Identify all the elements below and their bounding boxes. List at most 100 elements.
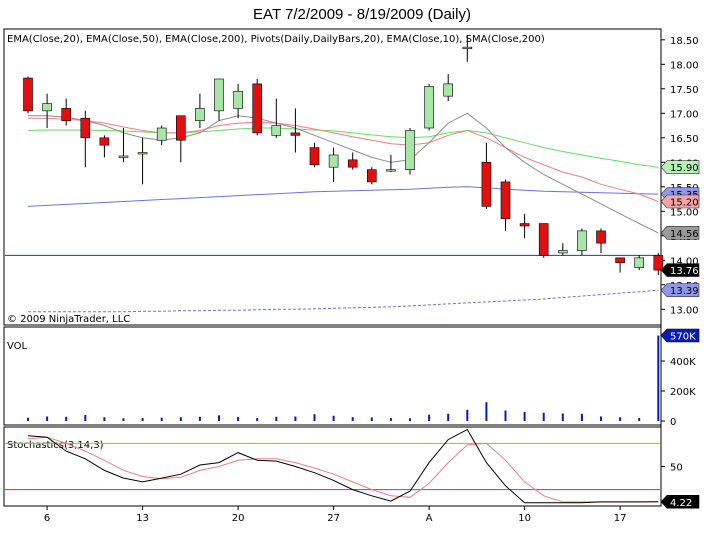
volume-bar	[179, 417, 182, 421]
price-tag-shape	[660, 263, 700, 277]
ema50-line	[27, 127, 659, 168]
copyright-label: © 2009 NinjaTrader, LLC	[7, 314, 130, 325]
volume-tick-label: 0	[670, 417, 676, 428]
volume-bar	[580, 413, 583, 421]
price-tag-last: 13.76	[660, 263, 700, 277]
candle-body	[99, 137, 110, 146]
candle-body	[424, 86, 434, 129]
volume-bar	[198, 416, 201, 421]
candle	[99, 135, 110, 158]
volume-bar	[561, 413, 564, 421]
volume-bar	[256, 418, 259, 421]
price-tick-label: 15.00	[670, 207, 699, 218]
candle	[214, 78, 224, 121]
price-tick-label: 18.50	[670, 36, 699, 47]
candle-body	[61, 108, 72, 121]
candle	[443, 74, 454, 102]
candle	[118, 128, 129, 163]
candle-body	[80, 117, 91, 139]
candle-body	[118, 155, 129, 158]
volume-label: VOL	[7, 341, 28, 352]
candle	[195, 93, 205, 128]
volume-last-tag: 570K	[660, 328, 700, 343]
ema20-line	[28, 117, 659, 202]
candle	[366, 167, 377, 185]
stoch-tick-label: 50	[670, 463, 683, 474]
volume-bar	[332, 415, 335, 421]
candle	[176, 115, 186, 163]
candle	[500, 179, 511, 231]
candle	[462, 34, 473, 62]
x-tick-label: 10	[518, 513, 531, 524]
x-tick-label: 27	[327, 513, 340, 524]
candle-body	[557, 250, 568, 254]
ema10-line	[28, 112, 659, 234]
volume-bar	[389, 418, 392, 421]
volume-bar	[600, 416, 602, 421]
price-tick-label: 17.00	[670, 109, 699, 120]
price-tick-label: 18.00	[670, 60, 699, 71]
volume-bar	[237, 417, 240, 421]
volume-bars: 0 200K 400K 570K	[27, 328, 700, 428]
indicator-list: EMA(Close,20), EMA(Close,50), EMA(Close,…	[7, 34, 545, 45]
x-axis-ticks: 6 13 20 27 A 10 17	[44, 506, 627, 524]
x-tick-label: 13	[136, 513, 149, 524]
candle-body	[500, 181, 511, 219]
price-tick-label: 13.00	[670, 305, 699, 316]
stochastics-lines: 504.22	[5, 428, 700, 509]
candle-body	[23, 77, 33, 112]
candle	[290, 108, 301, 153]
x-tick-label: 17	[614, 513, 627, 524]
candle-body	[386, 169, 396, 172]
stoch-last-tag: 4.22	[660, 494, 700, 509]
candle-body	[481, 162, 492, 207]
volume-bar	[84, 415, 87, 421]
candle-body	[195, 108, 205, 121]
candle-body	[596, 230, 606, 244]
candle	[519, 213, 530, 239]
price-tag-ema50: 15.90	[660, 160, 700, 174]
moving-average-lines	[5, 112, 660, 313]
volume-bar	[638, 418, 641, 421]
candle	[328, 147, 339, 182]
candle	[156, 125, 167, 146]
price-tag-shape	[660, 160, 700, 174]
volume-bar	[447, 413, 450, 421]
price-panel	[3, 28, 662, 326]
candle-body	[615, 257, 625, 264]
x-tick-label: A	[426, 513, 433, 524]
volume-bar	[351, 417, 354, 421]
candle	[634, 255, 645, 271]
price-tag-shape	[660, 283, 700, 297]
volume-tag-shape	[660, 328, 700, 343]
candle	[23, 76, 33, 114]
candle	[538, 223, 549, 258]
volume-bar	[428, 414, 431, 421]
volume-bar	[504, 410, 507, 421]
candle	[615, 257, 625, 273]
candle	[252, 79, 262, 136]
candle	[347, 152, 358, 170]
price-tag-shape	[660, 194, 700, 209]
volume-bar	[313, 414, 316, 421]
price-tag-ema20: 15.20	[660, 194, 700, 209]
candle-body	[366, 169, 377, 183]
stochastics-label: Stochastics(3,14,3)	[7, 440, 104, 451]
price-tag-value: 13.39	[670, 286, 699, 297]
stoch-d-line	[27, 436, 659, 503]
candle-body	[42, 103, 52, 112]
candle-body	[233, 90, 243, 109]
candle-body	[137, 152, 148, 155]
x-tick-label: 20	[232, 513, 245, 524]
sma200-line	[28, 289, 659, 313]
volume-bar	[294, 416, 297, 421]
candle	[386, 154, 396, 173]
price-tag-shape	[660, 226, 700, 240]
price-tag-value: 13.76	[670, 266, 699, 277]
candle	[42, 93, 52, 128]
volume-tick-label: 200K	[670, 387, 696, 398]
volume-panel	[3, 326, 662, 426]
candle	[137, 137, 148, 185]
candle-body	[309, 147, 320, 166]
